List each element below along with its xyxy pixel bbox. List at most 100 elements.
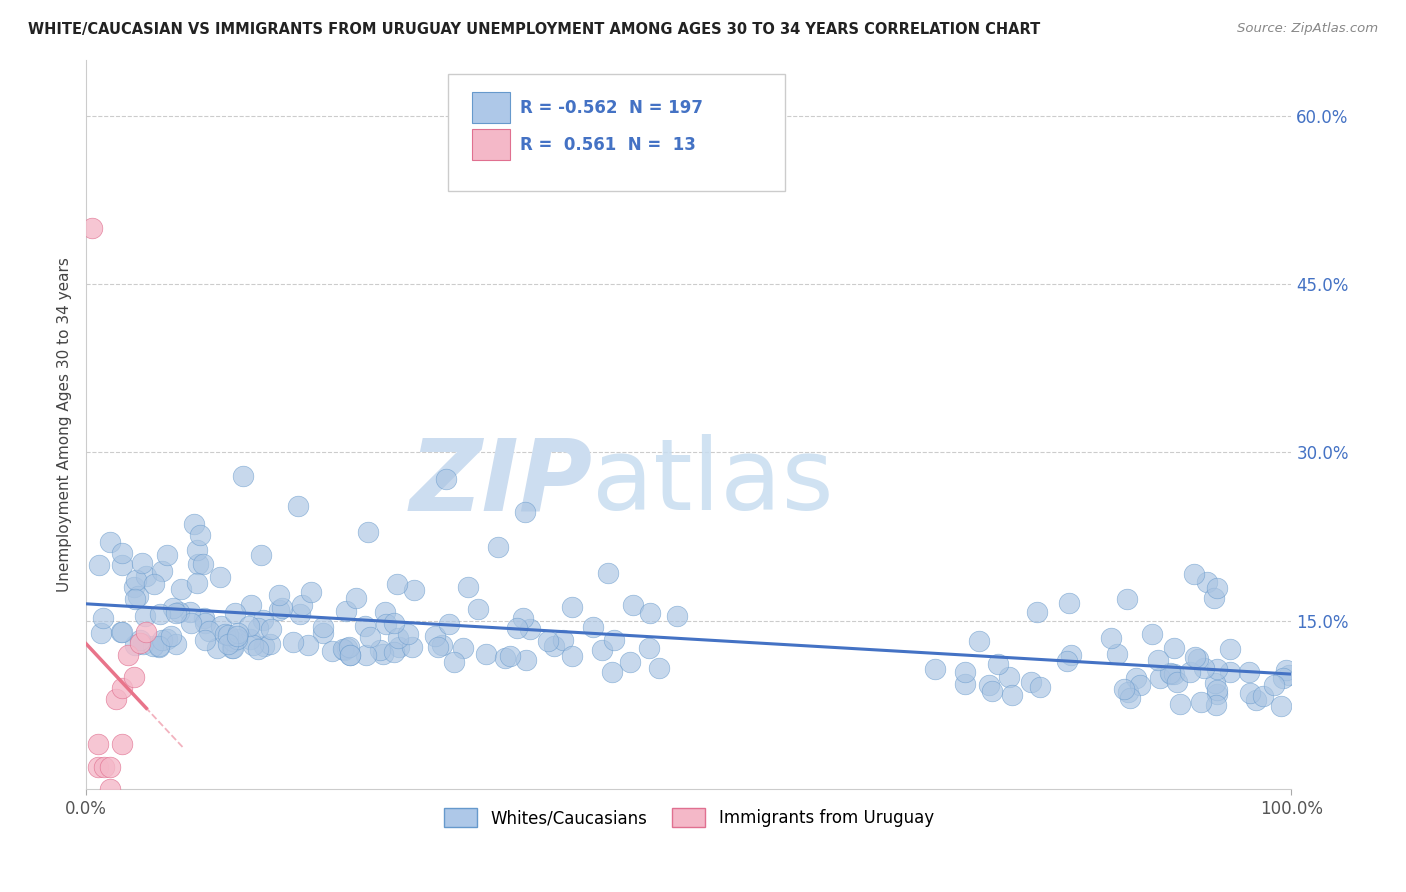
Point xyxy=(271,601,294,615)
Point xyxy=(217,628,239,642)
Point xyxy=(165,637,187,651)
Point xyxy=(987,657,1010,672)
Point xyxy=(246,621,269,635)
Point xyxy=(105,692,128,706)
Point xyxy=(1219,642,1241,657)
Point xyxy=(180,616,202,631)
Point xyxy=(143,576,166,591)
Point xyxy=(404,583,426,598)
Point xyxy=(260,623,283,637)
Point xyxy=(150,632,173,647)
Point xyxy=(124,591,146,606)
Point xyxy=(1180,665,1202,680)
Point xyxy=(183,517,205,532)
Point xyxy=(148,639,170,653)
Point xyxy=(519,622,541,636)
FancyBboxPatch shape xyxy=(472,93,510,123)
Point xyxy=(239,598,262,612)
Point xyxy=(1029,681,1052,695)
Point xyxy=(222,634,245,648)
Point xyxy=(93,760,115,774)
Point xyxy=(998,670,1021,684)
Point xyxy=(1206,582,1229,596)
Point xyxy=(373,647,395,661)
Text: WHITE/CAUCASIAN VS IMMIGRANTS FROM URUGUAY UNEMPLOYMENT AMONG AGES 30 TO 34 YEAR: WHITE/CAUCASIAN VS IMMIGRANTS FROM URUGU… xyxy=(28,22,1040,37)
Point xyxy=(299,584,322,599)
Point xyxy=(1099,632,1122,646)
Point xyxy=(506,621,529,635)
Point xyxy=(312,626,335,640)
Point xyxy=(87,558,110,572)
Point xyxy=(512,611,534,625)
Point xyxy=(543,639,565,653)
Point xyxy=(156,632,179,647)
Point xyxy=(1197,574,1219,589)
Point xyxy=(638,640,661,655)
Point xyxy=(337,640,360,655)
Point xyxy=(165,606,187,620)
Point xyxy=(129,636,152,650)
Point xyxy=(1277,668,1299,682)
Point xyxy=(214,627,236,641)
Point xyxy=(312,620,335,634)
Point xyxy=(339,648,361,663)
Point xyxy=(187,558,209,572)
Point xyxy=(111,681,134,696)
Point xyxy=(430,638,453,652)
Point xyxy=(561,649,583,664)
Point xyxy=(98,760,121,774)
Point xyxy=(387,632,409,646)
Point xyxy=(252,614,274,628)
Point xyxy=(222,640,245,655)
Point xyxy=(1194,661,1216,675)
Point xyxy=(537,634,560,648)
Point xyxy=(1129,678,1152,692)
Point xyxy=(1160,667,1182,681)
Point xyxy=(267,588,290,602)
Point xyxy=(1237,665,1260,680)
Point xyxy=(217,637,239,651)
Text: ZIP: ZIP xyxy=(409,434,592,532)
Point xyxy=(621,598,644,612)
Point xyxy=(1202,591,1225,605)
Point xyxy=(111,737,134,751)
Point xyxy=(124,580,146,594)
Point xyxy=(474,647,496,661)
Point xyxy=(969,634,991,648)
Point xyxy=(224,606,246,620)
Point xyxy=(387,640,409,654)
Point xyxy=(169,582,191,597)
Point xyxy=(467,601,489,615)
Text: atlas: atlas xyxy=(592,434,834,532)
Point xyxy=(134,609,156,624)
Point xyxy=(1147,653,1170,667)
Point xyxy=(111,547,134,561)
Point xyxy=(375,617,398,632)
Point xyxy=(281,634,304,648)
Point xyxy=(297,638,319,652)
Point xyxy=(332,642,354,657)
Point xyxy=(1274,663,1296,677)
Point xyxy=(321,644,343,658)
Point xyxy=(226,625,249,640)
Point xyxy=(288,607,311,621)
Point xyxy=(1206,687,1229,701)
Point xyxy=(1206,682,1229,697)
Point xyxy=(1025,605,1047,619)
FancyBboxPatch shape xyxy=(447,74,785,191)
Point xyxy=(242,638,264,652)
Point xyxy=(142,639,165,653)
Point xyxy=(150,564,173,578)
Point xyxy=(1168,697,1191,711)
Point xyxy=(1149,671,1171,685)
Point xyxy=(335,603,357,617)
Point xyxy=(110,625,132,640)
Point xyxy=(924,662,946,676)
Point xyxy=(515,653,537,667)
Point xyxy=(1184,650,1206,665)
Point xyxy=(384,645,406,659)
Point xyxy=(1270,699,1292,714)
Point xyxy=(1244,692,1267,706)
Point xyxy=(1187,651,1209,665)
Point xyxy=(148,640,170,654)
